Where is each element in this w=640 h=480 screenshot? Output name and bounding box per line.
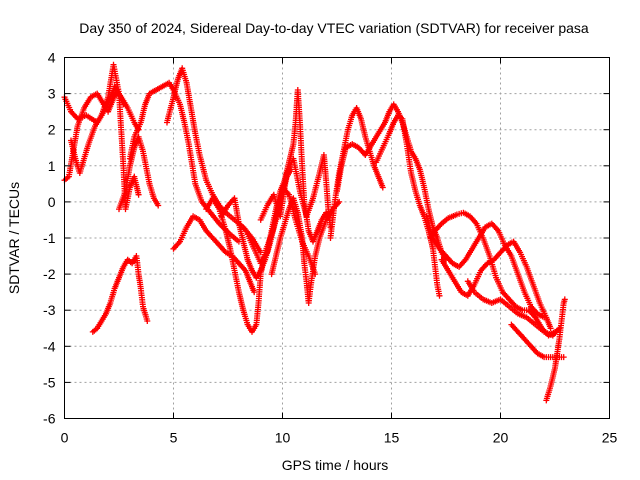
x-tick-label: 0: [61, 430, 69, 446]
marker-path: [68, 61, 142, 213]
y-tick-label: -4: [43, 338, 56, 354]
series-trace-3: [68, 61, 142, 213]
marker-path: [373, 112, 443, 299]
x-axis-label: GPS time / hours: [282, 457, 389, 473]
grid-lines: [64, 57, 610, 419]
marker-path: [327, 105, 386, 241]
marker-path: [218, 166, 295, 281]
chart-title: Day 350 of 2024, Sidereal Day-to-day VTE…: [79, 20, 589, 36]
series-trace-16: [427, 209, 558, 339]
x-tick-label: 15: [384, 430, 400, 446]
data-points: [61, 61, 568, 404]
marker-path: [164, 65, 264, 256]
axis-ticks: 0 5 10 15 20 25 -6 -5 -4 -3 -2 -1 0 1 2 3 4: [43, 50, 617, 446]
marker-path: [543, 296, 568, 404]
series-trace-14: [373, 112, 443, 299]
y-tick-label: 0: [48, 194, 56, 210]
series-trace-1: [61, 83, 142, 133]
y-tick-label: 2: [48, 122, 56, 138]
y-tick-label: -3: [43, 302, 56, 318]
series-trace-22: [218, 166, 295, 281]
y-tick-label: -6: [43, 411, 56, 427]
x-tick-label: 20: [493, 430, 509, 446]
x-tick-label: 10: [275, 430, 291, 446]
y-tick-label: 1: [48, 158, 56, 174]
marker-path: [61, 87, 127, 184]
marker-path: [61, 83, 142, 133]
marker-path: [438, 238, 554, 332]
series-trace-5: [126, 79, 242, 245]
y-tick-label: 3: [48, 86, 56, 102]
x-tick-label: 25: [602, 430, 618, 446]
series-trace-17: [438, 238, 554, 332]
marker-path: [89, 253, 151, 335]
series-trace-12: [327, 105, 386, 241]
x-tick-label: 5: [170, 430, 178, 446]
y-axis-label: SDTVAR / TECUs: [6, 182, 22, 294]
series-trace-18: [464, 278, 563, 339]
series-trace-20: [543, 296, 568, 404]
marker-path: [427, 209, 558, 339]
marker-path: [126, 79, 242, 245]
y-tick-label: -2: [43, 266, 56, 282]
y-tick-label: 4: [48, 50, 56, 66]
marker-path: [464, 278, 563, 339]
marker-path: [268, 195, 343, 306]
series-trace-2: [61, 87, 127, 184]
series-trace-6: [164, 65, 264, 256]
series-trace-10: [268, 195, 343, 306]
y-tick-label: -1: [43, 230, 56, 246]
y-tick-label: -5: [43, 374, 56, 390]
series-trace-21: [89, 253, 151, 335]
